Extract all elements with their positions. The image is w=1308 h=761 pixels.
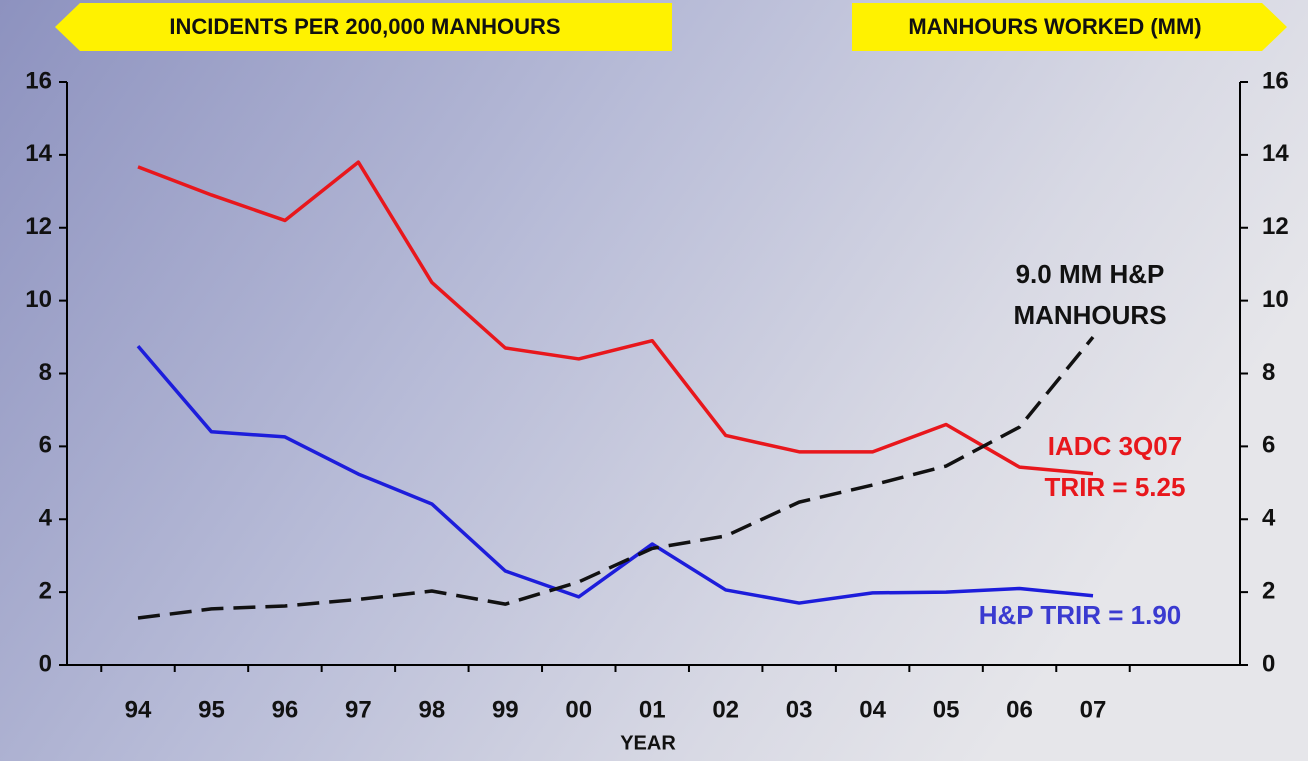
annotation: 9.0 MM H&P bbox=[1016, 259, 1165, 289]
y-tick-label: 0 bbox=[39, 650, 52, 677]
x-tick-label: 06 bbox=[1006, 696, 1033, 723]
x-tick-label: 05 bbox=[933, 696, 960, 723]
y2-axis-label: MANHOURS WORKED (MM) bbox=[908, 14, 1201, 39]
x-tick-label: 01 bbox=[639, 696, 666, 723]
y2-tick-label: 6 bbox=[1262, 432, 1275, 459]
series-line bbox=[136, 345, 1094, 605]
x-tick-label: 95 bbox=[198, 696, 225, 723]
y2-tick-label: 8 bbox=[1262, 359, 1275, 386]
x-axis-label: YEAR bbox=[620, 732, 676, 754]
annotation: IADC 3Q07 bbox=[1048, 431, 1182, 461]
x-tick-label: 00 bbox=[565, 696, 592, 723]
y2-tick-label: 10 bbox=[1262, 286, 1289, 313]
y2-tick-label: 14 bbox=[1262, 140, 1289, 167]
x-tick-label: 99 bbox=[492, 696, 519, 723]
y-tick-label: 8 bbox=[39, 359, 52, 386]
y-tick-label: 6 bbox=[39, 432, 52, 459]
annotation: MANHOURS bbox=[1013, 300, 1166, 330]
x-tick-label: 04 bbox=[859, 696, 886, 723]
y2-tick-label: 4 bbox=[1262, 505, 1276, 532]
y2-tick-label: 12 bbox=[1262, 213, 1289, 240]
x-tick-label: 98 bbox=[418, 696, 445, 723]
series-line bbox=[137, 335, 1095, 620]
x-tick-label: 94 bbox=[125, 696, 152, 723]
y2-tick-label: 2 bbox=[1262, 577, 1275, 604]
y-axis-label: INCIDENTS PER 200,000 MANHOURS bbox=[169, 14, 560, 39]
x-tick-label: 96 bbox=[272, 696, 299, 723]
x-tick-label: 03 bbox=[786, 696, 813, 723]
y-tick-label: 10 bbox=[25, 286, 52, 313]
ylabel-banner bbox=[55, 3, 672, 51]
y-tick-label: 4 bbox=[39, 505, 53, 532]
y-tick-label: 16 bbox=[25, 67, 52, 94]
y2label-banner bbox=[852, 3, 1287, 51]
y2-tick-label: 16 bbox=[1262, 67, 1289, 94]
x-tick-label: 97 bbox=[345, 696, 372, 723]
y-tick-label: 14 bbox=[25, 140, 52, 167]
x-tick-label: 02 bbox=[712, 696, 739, 723]
y-tick-label: 12 bbox=[25, 213, 52, 240]
annotation: H&P TRIR = 1.90 bbox=[979, 600, 1182, 630]
y-tick-label: 2 bbox=[39, 577, 52, 604]
y2-tick-label: 0 bbox=[1262, 650, 1275, 677]
x-tick-label: 07 bbox=[1080, 696, 1107, 723]
series-line bbox=[137, 160, 1094, 476]
annotation: TRIR = 5.25 bbox=[1045, 472, 1186, 502]
